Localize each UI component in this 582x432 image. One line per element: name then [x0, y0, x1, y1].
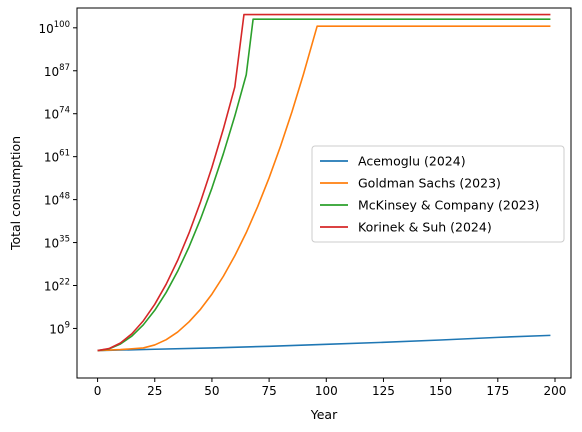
legend-label-2: McKinsey & Company (2023)	[358, 198, 540, 213]
series-line-0	[97, 334, 551, 352]
y-tick-label: 1048	[44, 192, 70, 208]
series-layer	[97, 13, 551, 352]
y-tick-label: 109	[49, 320, 70, 336]
legend-box	[311, 145, 565, 243]
y-tick-label: 1022	[44, 278, 70, 294]
y-tick-label: 1035	[44, 235, 70, 251]
y-tick-label: 1087	[44, 63, 70, 79]
series-line-3	[97, 13, 551, 352]
x-tick-label: 0	[94, 384, 102, 398]
legend-label-1: Goldman Sachs (2023)	[358, 176, 501, 191]
series-line-1	[97, 25, 551, 352]
legend: Acemoglu (2024) Goldman Sachs (2023) McKin…	[311, 145, 565, 243]
y-tick-label: 1061	[44, 149, 70, 165]
x-axis-label: Year	[310, 407, 338, 422]
x-tick-label: 25	[147, 384, 162, 398]
plot-frame	[76, 7, 572, 379]
series-line-2	[97, 18, 551, 352]
x-tick-label: 175	[486, 384, 509, 398]
legend-label-3: Korinek & Suh (2024)	[358, 220, 492, 235]
x-tick-label: 75	[261, 384, 276, 398]
x-tick-label: 125	[372, 384, 395, 398]
x-tick-label: 100	[315, 384, 338, 398]
y-tick-label: 1074	[44, 106, 70, 122]
y-axis: 109 1022 1035 1048 1061 1074 1087 10100	[38, 20, 77, 336]
y-axis-label: Total consumption	[8, 136, 23, 251]
y-tick-label: 10100	[38, 20, 70, 36]
x-axis: 0 25 50 75 100 125 150 175 200	[94, 378, 567, 398]
x-tick-label: 200	[544, 384, 567, 398]
legend-label-0: Acemoglu (2024)	[358, 154, 466, 169]
x-tick-label: 50	[204, 384, 219, 398]
x-tick-label: 150	[429, 384, 452, 398]
